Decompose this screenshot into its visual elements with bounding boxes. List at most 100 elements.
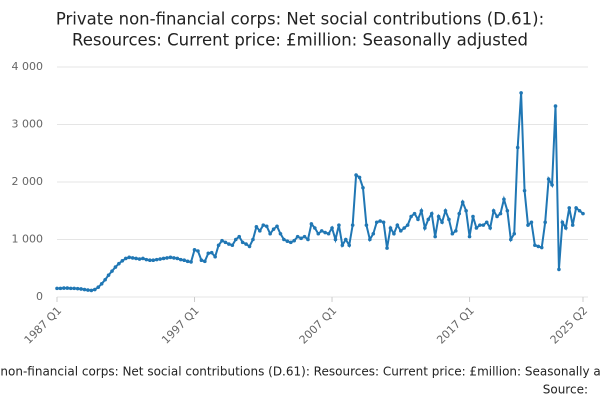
point (464, 208, 468, 213)
point (340, 243, 345, 248)
line (57, 92, 584, 292)
point (546, 177, 551, 181)
point (55, 286, 59, 291)
x-tick-label: 1997 Q1 (159, 304, 202, 347)
point (313, 226, 317, 230)
point (189, 260, 193, 264)
point (251, 237, 255, 242)
point (392, 231, 396, 236)
x-tick-label: 2025 Q2 (548, 304, 591, 347)
x-tick-label: 2007 Q1 (297, 304, 340, 347)
point (519, 91, 523, 95)
point (233, 237, 238, 242)
point (86, 288, 90, 292)
point (127, 255, 131, 260)
point (471, 214, 475, 219)
point (278, 231, 283, 236)
point (106, 273, 111, 277)
point (271, 227, 276, 231)
point (447, 217, 451, 222)
point (529, 220, 534, 225)
point (371, 231, 376, 236)
point (203, 259, 207, 264)
point (199, 258, 204, 263)
point (395, 223, 400, 227)
point (467, 234, 472, 239)
point (268, 231, 272, 236)
point (405, 223, 410, 227)
point (564, 226, 568, 230)
point (426, 217, 431, 222)
point (570, 223, 575, 227)
point (522, 188, 527, 193)
source: Source: (543, 383, 588, 397)
point (216, 243, 221, 248)
point (144, 257, 149, 262)
point (495, 214, 499, 219)
point (227, 242, 231, 246)
point (302, 234, 307, 239)
point (68, 286, 73, 291)
point (165, 256, 169, 260)
point (326, 231, 331, 236)
point (82, 287, 87, 292)
point (484, 220, 489, 225)
point (323, 230, 327, 235)
point (137, 257, 142, 261)
point (244, 242, 248, 246)
point (577, 208, 582, 213)
point (103, 277, 107, 282)
point (436, 214, 441, 219)
point (75, 286, 80, 291)
point (374, 220, 379, 225)
point (247, 244, 252, 249)
point (453, 229, 458, 233)
point (481, 223, 486, 227)
point (409, 214, 413, 219)
point (168, 255, 173, 260)
point (354, 173, 358, 177)
point (254, 225, 259, 229)
point (288, 240, 293, 245)
point (240, 240, 245, 245)
point (488, 226, 492, 230)
point (96, 285, 101, 290)
point (209, 250, 214, 255)
point (110, 269, 114, 273)
point (58, 286, 63, 291)
point (178, 257, 183, 262)
point (502, 197, 506, 202)
point (172, 256, 176, 260)
point (220, 238, 224, 243)
point (65, 286, 70, 290)
point (123, 256, 128, 261)
point (161, 256, 166, 261)
point (388, 226, 393, 230)
point (350, 223, 355, 227)
point (316, 231, 321, 236)
point (509, 237, 513, 242)
point (148, 258, 152, 263)
x-tick-label: 2017 Q1 (434, 304, 477, 347)
point (117, 261, 121, 266)
point (361, 185, 365, 190)
point (474, 226, 479, 230)
point (416, 217, 420, 222)
point (330, 226, 334, 230)
point (99, 281, 104, 286)
point (182, 258, 187, 263)
chart-title: Resources: Current price: £million: Seas… (72, 31, 528, 50)
x-tick-label: 1987 Q1 (22, 304, 65, 347)
point (553, 104, 558, 108)
y-tick-label: 4 000 (12, 60, 44, 73)
point (460, 200, 465, 204)
point (337, 223, 341, 227)
point (364, 223, 369, 227)
point (536, 244, 541, 249)
point (158, 257, 162, 261)
point (151, 258, 156, 263)
point (185, 259, 190, 264)
point (275, 224, 279, 229)
point (264, 224, 269, 229)
